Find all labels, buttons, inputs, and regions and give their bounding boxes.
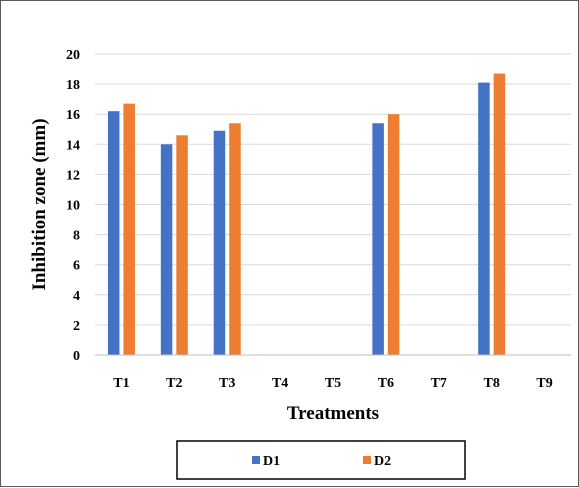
legend-swatch-d2 — [363, 456, 371, 464]
x-tick-label: T2 — [166, 376, 182, 391]
x-tick-label: T8 — [483, 376, 499, 391]
bar-d1-t6 — [372, 123, 384, 355]
y-tick-label: 16 — [66, 108, 80, 123]
legend-label-d1: D1 — [263, 454, 280, 469]
gridlines — [95, 53, 571, 326]
x-tick-label: T9 — [536, 376, 552, 391]
y-tick-label: 4 — [73, 289, 80, 304]
y-tick-label: 18 — [66, 78, 80, 93]
bar-d1-t2 — [160, 144, 173, 355]
bar-d2-t1 — [123, 103, 135, 355]
y-tick-label: 2 — [73, 319, 80, 334]
bar-d2-t6 — [387, 114, 400, 355]
bar-d1-t1 — [107, 111, 120, 355]
x-tick-label: T4 — [272, 376, 288, 391]
y-tick-label: 10 — [66, 199, 80, 214]
x-tick-label: T7 — [431, 376, 447, 391]
y-tick-label: 14 — [66, 138, 80, 153]
y-tick-label: 12 — [66, 168, 80, 183]
bar-d1-t8 — [478, 82, 490, 355]
x-tick-label: T3 — [219, 376, 235, 391]
y-tick-labels: 0 2 4 6 8 10 12 14 16 18 20 — [66, 48, 80, 364]
x-tick-label: T6 — [378, 376, 394, 391]
y-tick-label: 6 — [73, 259, 80, 274]
bar-d1-t3 — [213, 130, 226, 355]
bar-d2-t3 — [229, 123, 241, 355]
legend-label-d2: D2 — [374, 454, 391, 469]
x-tick-label: T5 — [325, 376, 341, 391]
legend: D1 D2 — [176, 440, 466, 480]
bar-d2-t2 — [176, 135, 188, 355]
y-tick-label: 20 — [66, 48, 80, 63]
y-axis-title: Inhibition zone (mm) — [29, 118, 50, 290]
y-tick-label: 0 — [73, 349, 80, 364]
bar-d2-t8 — [493, 73, 506, 355]
x-tick-label: T1 — [113, 376, 129, 391]
x-tick-labels: T1 T2 T3 T4 T5 T6 T7 T8 T9 — [113, 376, 552, 391]
legend-swatch-d1 — [252, 456, 260, 464]
x-axis-title: Treatments — [287, 403, 379, 424]
y-tick-label: 8 — [73, 229, 80, 244]
legend-box — [176, 440, 466, 480]
bars — [107, 73, 506, 355]
